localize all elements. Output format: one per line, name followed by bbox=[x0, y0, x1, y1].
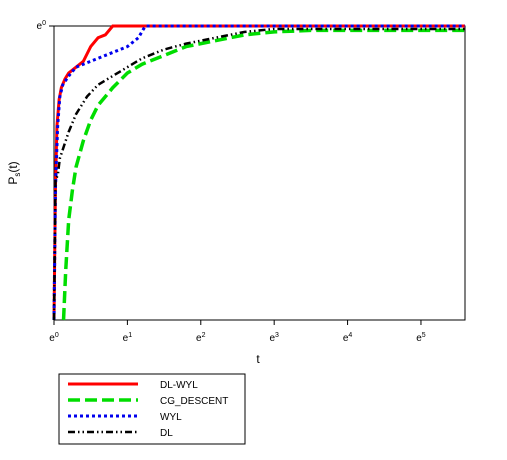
plot-frame bbox=[53, 25, 466, 321]
series-line-cg-descent bbox=[61, 28, 465, 321]
series-line-dl-wyl bbox=[52, 24, 465, 321]
y-axis-ticks: e0 bbox=[37, 20, 54, 32]
legend-label: DL-WYL bbox=[160, 380, 198, 391]
x-axis-ticks: e0 e1 e2 e3 e4 e5 bbox=[49, 320, 426, 344]
x-tick-label: e1 bbox=[123, 332, 133, 344]
legend-label: WYL bbox=[160, 412, 182, 423]
x-axis-title: t bbox=[256, 352, 260, 366]
series-layer bbox=[52, 24, 465, 321]
legend: DL-WYL CG_DESCENT WYL DL bbox=[68, 380, 228, 439]
x-tick-label: e0 bbox=[49, 332, 59, 344]
series-line-wyl bbox=[52, 24, 465, 321]
x-tick-label: e3 bbox=[269, 332, 279, 344]
x-tick-label: e2 bbox=[196, 332, 206, 344]
y-axis-title: Ps(t) bbox=[6, 161, 22, 184]
legend-label: DL bbox=[160, 428, 173, 439]
legend-label: CG_DESCENT bbox=[160, 396, 228, 407]
series-line-dl bbox=[52, 27, 465, 321]
y-axis-title-text: Ps(t) bbox=[6, 161, 22, 184]
x-tick-label: e4 bbox=[343, 332, 353, 344]
x-tick-label: e5 bbox=[416, 332, 426, 344]
y-tick-label: e0 bbox=[37, 20, 47, 32]
